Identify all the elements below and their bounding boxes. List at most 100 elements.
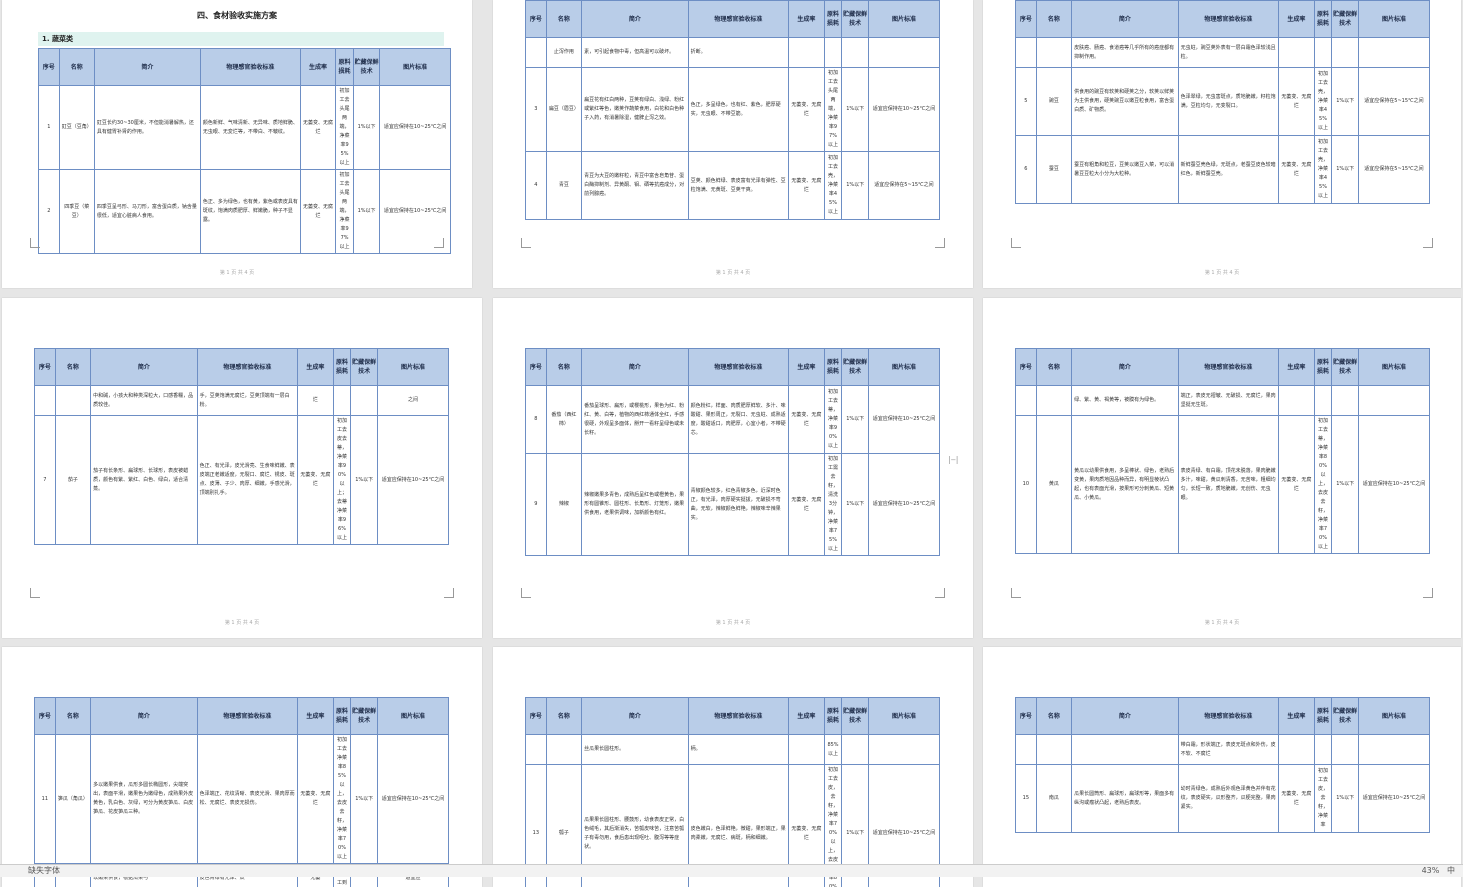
column-header: 物理感官验收标准 <box>1178 698 1279 735</box>
column-header: 名称 <box>546 698 581 735</box>
ime-indicator[interactable]: 中 <box>1447 866 1455 875</box>
column-header: 原料损耗 <box>333 698 351 735</box>
cell-store: 适宜应保持在10~25℃之间 <box>1358 765 1429 833</box>
cell-no: 2 <box>39 170 60 254</box>
cell-loss: 1%以下 <box>1332 68 1359 136</box>
cell-yield: 85%以上 <box>824 735 842 765</box>
cell-rate: 无萎变、无腐烂 <box>789 152 824 220</box>
cell-name: 蚕豆 <box>1036 136 1071 204</box>
table-row: 绿、紫、黄、褐黄等，被膜有为绿色。端正，表皮无褶皱、无破损、无腐烂，果肉坚挺无生… <box>1016 386 1430 416</box>
split-handle-icon[interactable]: |‒| <box>948 455 958 464</box>
crop-mark <box>1011 238 1021 248</box>
column-header: 图片标准 <box>868 1 939 38</box>
column-header: 序号 <box>39 49 60 86</box>
column-header: 图片标准 <box>1358 1 1429 38</box>
cell-std: 无虫蛀，豌豆荚外表有一层白霜色泽较浅且粒。 <box>1178 38 1279 68</box>
cell-loss <box>842 38 869 68</box>
cell-name: 辣椒 <box>546 454 581 556</box>
cell-name: 番茄（西红柿） <box>546 386 581 454</box>
column-header: 物理感官验收标准 <box>688 349 789 386</box>
cell-loss: 1%以下 <box>353 86 379 170</box>
cell-store <box>868 735 939 765</box>
cell-std: 颜色粉红，样面、肉质肥厚鲜软、多汁、味酸甜、果形周正，无裂口、无虫蛀、成熟适度，… <box>688 386 789 454</box>
cell-name <box>55 386 90 416</box>
cell-yield: 初加工去净菜率85%以上，去皮去籽，净菜率70%以上 <box>333 735 351 864</box>
zoom-level[interactable]: 43% <box>1422 866 1440 875</box>
cell-intro: 绿、紫、黄、褐黄等，被膜有为绿色。 <box>1072 386 1178 416</box>
column-header: 贮藏保鲜技术 <box>1332 1 1359 38</box>
cell-loss: 1%以下 <box>351 735 378 864</box>
column-header: 名称 <box>55 349 90 386</box>
column-header: 名称 <box>546 1 581 38</box>
cell-yield: 初加工去蒂，净菜率90%以上 <box>824 386 842 454</box>
cell-yield <box>824 38 842 68</box>
column-header: 原料损耗 <box>1314 349 1332 386</box>
vegetable-acceptance-table: 序号名称简介物理感官验收标准生成率原料损耗贮藏保鲜技术图片标准带白霜，形状端正，… <box>1015 697 1430 833</box>
cell-intro: 中和碱，小孩大和种类深粒大，口感香糯，品质较佳。 <box>91 386 197 416</box>
cell-intro: 蚕豆有粗角和粒豆，豆荚以嫩豆入菜，可以消暑豆豆粒大小分为大粒种。 <box>1072 136 1178 204</box>
cell-loss <box>351 386 378 416</box>
crop-mark <box>30 238 40 248</box>
column-header: 简介 <box>91 698 197 735</box>
crop-mark <box>521 238 531 248</box>
cell-name: 青豆 <box>546 152 581 220</box>
column-header: 序号 <box>35 698 56 735</box>
cell-loss: 1%以下 <box>842 152 869 220</box>
cell-loss: 1%以下 <box>1332 765 1359 833</box>
column-header: 名称 <box>1036 1 1071 38</box>
column-header: 简介 <box>1072 349 1178 386</box>
vegetable-acceptance-table: 序号名称简介物理感官验收标准生成率原料损耗贮藏保鲜技术图片标准丝瓜果长圆柱形。柄… <box>525 697 940 887</box>
column-header: 贮藏保鲜技术 <box>842 1 869 38</box>
cell-no <box>526 735 547 765</box>
cell-yield: 初加工去皮，去籽，净菜率 <box>1314 765 1332 833</box>
cell-rate <box>1279 386 1314 416</box>
cell-yield <box>1314 38 1332 68</box>
page-number: 第 1 页 共 4 页 <box>2 619 482 626</box>
column-header: 名称 <box>1036 349 1071 386</box>
cell-std: 端正，表皮无褶皱、无破损、无腐烂，果肉坚挺无生斑。 <box>1178 386 1279 416</box>
column-header: 贮藏保鲜技术 <box>1332 349 1359 386</box>
column-header: 生成率 <box>789 698 824 735</box>
column-header: 贮藏保鲜技术 <box>842 698 869 735</box>
cell-intro: 辣椒嫩果多青色，成熟后呈红色或橙黄色，果形有圆锥形、圆柱形、长角形、灯笼形，嫩果… <box>582 454 688 556</box>
page-number: 第 1 页 共 4 页 <box>2 269 472 276</box>
cell-store: 适宜应保持在10~25℃之间 <box>868 454 939 556</box>
cell-rate <box>1279 735 1314 765</box>
cell-yield: 初加工去壳，净菜率45%以上 <box>824 152 842 220</box>
cell-name <box>1036 735 1071 765</box>
cell-store <box>1358 386 1429 416</box>
cell-std: 幼时青绿色，成熟后外观色泽黄色并伴有花纹，表皮硬实，瓜形整齐，瓜梗完整，果肉紧实… <box>1178 765 1279 833</box>
cell-intro: 素，可引起食物中毒，但高温可以破坏。 <box>582 38 688 68</box>
page-number: 第 1 页 共 4 页 <box>983 269 1461 276</box>
cell-store: 适宜应保持在5~15℃之间 <box>868 152 939 220</box>
column-header: 序号 <box>1016 349 1037 386</box>
column-header: 图片标准 <box>380 49 451 86</box>
cell-std: 手，豆荚饱满无腐烂，豆荚顶端有一层白粉。 <box>197 386 298 416</box>
cell-intro: 瓜果长圆筒形、扁球形，扁球形等，果面多有纵沟或瘤状凸起，老熟后表皮。 <box>1072 765 1178 833</box>
cell-intro: 青豆为大豆的嫩籽粒，青豆中富含皂角苷、蛋白酶抑制剂、异黄酮、钼、硒等抗癌成分，对… <box>582 152 688 220</box>
column-header: 图片标准 <box>868 349 939 386</box>
cell-store: 适宜应保持在10~25℃之间 <box>377 735 448 864</box>
cell-std: 青椒颜色较多，红色青椒多色，近深时色正，有光泽，肉厚硬实挺拔，无破损不弯曲，无软… <box>688 454 789 556</box>
cell-std: 表皮青绿、有白霜，顶花未脱落，果肉脆嫩多汁，味甜，黄瓜刺清香，无苦味，粗细均匀，… <box>1178 416 1279 554</box>
cell-no: 10 <box>1016 416 1037 554</box>
cell-yield: 初加工去头尾两端，净菜率97%以上 <box>336 170 354 254</box>
column-header: 序号 <box>526 1 547 38</box>
column-header: 名称 <box>1036 698 1071 735</box>
column-header: 图片标准 <box>377 349 448 386</box>
cell-name: 黄瓜 <box>1036 416 1071 554</box>
cell-intro: 扁豆花有红白两种，豆荚有绿白、浅绿、粉红或紫红等色，嫩荚作蔬菜食用，白花和白色种… <box>582 68 688 152</box>
cell-no: 9 <box>526 454 547 556</box>
column-header: 物理感官验收标准 <box>197 349 298 386</box>
cell-no <box>1016 386 1037 416</box>
font-status[interactable]: 缺失字体 <box>28 865 60 877</box>
cell-yield: 初加工去壳，净菜率45%以上 <box>1314 136 1332 204</box>
cell-name: 茄子 <box>55 416 90 545</box>
cell-store: 适宜应保持在10~25℃之间 <box>868 68 939 152</box>
